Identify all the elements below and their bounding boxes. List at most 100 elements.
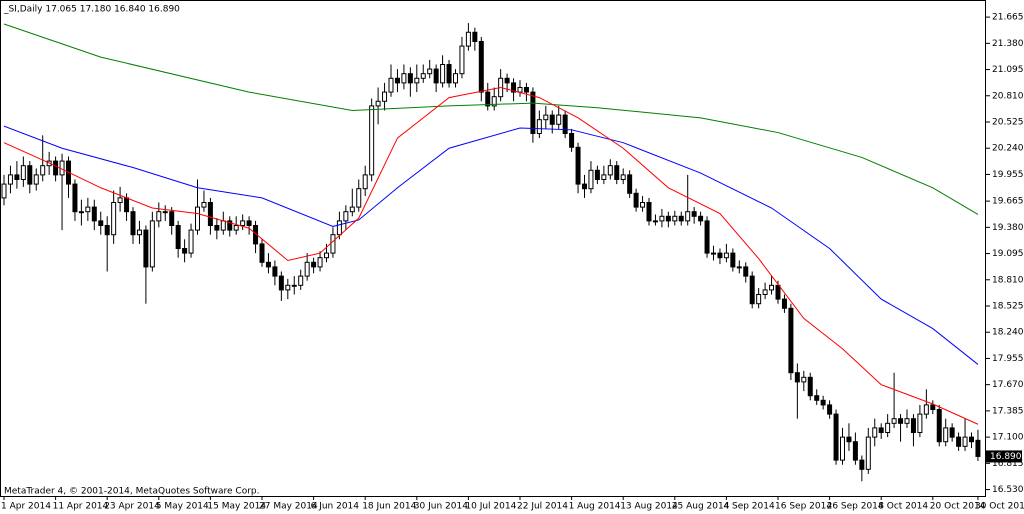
candle-body bbox=[923, 404, 929, 415]
candle-body bbox=[807, 376, 813, 397]
x-tick-label: 8 Oct 2014 bbox=[878, 502, 928, 512]
candle-body bbox=[588, 169, 594, 190]
y-tick-label: 17.385 bbox=[992, 406, 1024, 416]
x-tick-label: 27 May 2014 bbox=[259, 502, 318, 512]
candle-body bbox=[1, 183, 7, 199]
candle-body bbox=[459, 45, 465, 75]
candle-body bbox=[736, 266, 742, 269]
candle-body bbox=[633, 192, 639, 208]
candle-body bbox=[833, 413, 839, 461]
candle-body bbox=[672, 215, 678, 222]
candle-body bbox=[369, 105, 375, 176]
y-tick-label: 19.665 bbox=[992, 197, 1024, 207]
candle-body bbox=[7, 174, 13, 185]
candle-body bbox=[640, 201, 646, 208]
candle-body bbox=[936, 409, 942, 443]
candle-body bbox=[130, 211, 136, 236]
candle-body bbox=[704, 220, 710, 254]
x-tick-label: 11 Apr 2014 bbox=[53, 502, 109, 512]
x-tick-label: 20 Oct 2014 bbox=[930, 502, 986, 512]
candle-body bbox=[182, 248, 188, 254]
candle-body bbox=[117, 197, 123, 203]
candle-body bbox=[111, 201, 117, 236]
candle-body bbox=[969, 436, 974, 443]
candle-body bbox=[336, 220, 342, 236]
candle-body bbox=[40, 165, 46, 176]
candle-body bbox=[285, 284, 291, 291]
x-tick-label: 23 Apr 2014 bbox=[104, 502, 160, 512]
candle-body bbox=[72, 183, 78, 213]
candle-body bbox=[401, 73, 407, 84]
candle-body bbox=[949, 427, 955, 438]
candle-body bbox=[169, 211, 175, 226]
candle-body bbox=[904, 418, 910, 424]
candle-body bbox=[775, 284, 781, 300]
candle-body bbox=[207, 201, 213, 226]
candle-body bbox=[407, 73, 413, 84]
y-tick-label: 20.810 bbox=[992, 91, 1024, 101]
candle-body bbox=[962, 436, 968, 447]
x-tick-label: 26 Sep 2014 bbox=[827, 502, 884, 512]
x-tick-label: 1 Apr 2014 bbox=[1, 502, 51, 512]
candle-body bbox=[956, 436, 962, 447]
y-tick-label: 16.815 bbox=[992, 459, 1024, 469]
candle-body bbox=[14, 174, 20, 180]
candle-body bbox=[91, 206, 97, 222]
candle-body bbox=[917, 413, 923, 434]
candle-body bbox=[195, 206, 200, 231]
candle-body bbox=[685, 211, 691, 222]
x-tick-label: 10 Jul 2014 bbox=[465, 502, 516, 512]
y-tick-label: 18.525 bbox=[992, 302, 1024, 312]
candle-body bbox=[214, 224, 220, 231]
candle-body bbox=[265, 261, 271, 268]
candle-body bbox=[898, 418, 904, 424]
candle-body bbox=[891, 418, 897, 424]
candle-body bbox=[233, 224, 239, 231]
candle-body bbox=[414, 77, 420, 84]
moving-average bbox=[3, 125, 979, 365]
candle-body bbox=[723, 252, 729, 259]
candle-body bbox=[575, 146, 581, 185]
x-tick-label: 30 Oct 2014 bbox=[975, 502, 1024, 512]
plot-frame bbox=[0, 0, 986, 497]
candle-body bbox=[536, 119, 542, 134]
candle-body bbox=[78, 211, 84, 214]
candle-body bbox=[801, 376, 807, 383]
candle-body bbox=[627, 174, 633, 194]
candle-body bbox=[317, 257, 323, 268]
candle-body bbox=[691, 211, 697, 217]
y-tick-label: 16.530 bbox=[992, 485, 1024, 495]
x-tick-label: 5 May 2014 bbox=[156, 502, 209, 512]
moving-average bbox=[3, 23, 979, 215]
candle-body bbox=[749, 275, 755, 305]
candle-body bbox=[27, 165, 33, 185]
candle-body bbox=[382, 91, 388, 102]
candle-body bbox=[788, 307, 794, 374]
candle-body bbox=[569, 132, 575, 148]
candle-body bbox=[549, 114, 555, 125]
candle-body bbox=[188, 229, 194, 254]
candle-body bbox=[659, 215, 665, 222]
candle-body bbox=[872, 427, 878, 438]
candle-body bbox=[394, 77, 400, 84]
candle-body bbox=[98, 220, 104, 226]
candle-body bbox=[472, 31, 478, 42]
candle-body bbox=[20, 165, 26, 180]
candle-body bbox=[453, 73, 458, 84]
last-price-box bbox=[986, 450, 1022, 463]
candle-body bbox=[827, 404, 833, 415]
candle-body bbox=[388, 77, 394, 93]
candle-body bbox=[85, 206, 91, 213]
x-tick-label: 16 Sep 2014 bbox=[775, 502, 832, 512]
y-tick-label: 17.100 bbox=[992, 433, 1024, 443]
candle-body bbox=[175, 224, 181, 249]
candle-body bbox=[614, 165, 620, 180]
x-tick-label: 22 Jul 2014 bbox=[517, 502, 568, 512]
y-tick-label: 19.955 bbox=[992, 170, 1024, 180]
y-tick-label: 21.095 bbox=[992, 65, 1024, 75]
y-tick-label: 19.095 bbox=[992, 249, 1024, 259]
candle-body bbox=[885, 422, 891, 434]
candle-body bbox=[743, 266, 749, 277]
